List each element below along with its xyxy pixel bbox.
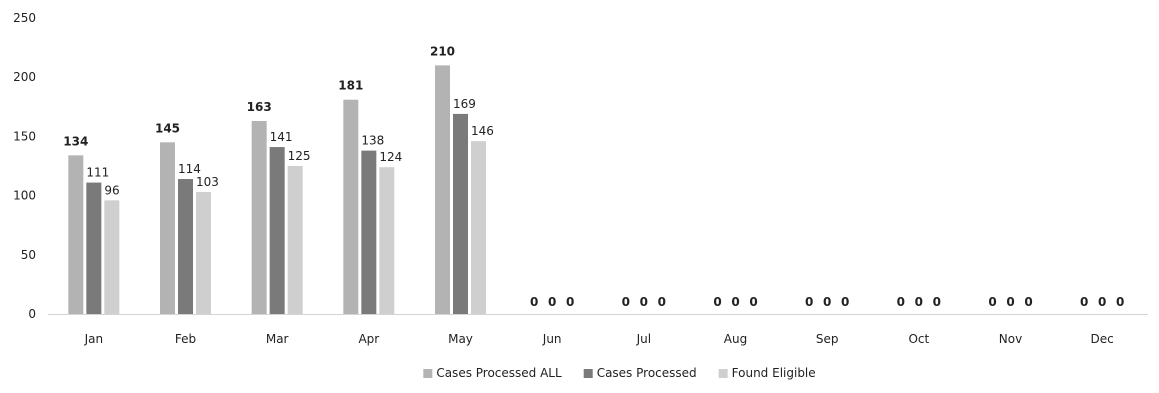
data-label: 210 <box>430 44 455 58</box>
data-label: 0 <box>1024 295 1032 309</box>
data-label: 0 <box>1116 295 1124 309</box>
data-label: 0 <box>658 295 666 309</box>
data-label: 0 <box>548 295 556 309</box>
data-label: 145 <box>155 121 180 135</box>
data-label: 138 <box>361 134 384 148</box>
legend-swatch <box>583 369 593 378</box>
data-label: 134 <box>63 134 88 148</box>
x-tick-label: Mar <box>266 332 289 346</box>
bar <box>86 182 102 314</box>
data-label: 146 <box>471 124 494 138</box>
bar <box>379 167 395 314</box>
bar <box>68 155 84 314</box>
x-tick-label: Feb <box>175 332 196 346</box>
x-tick-label: Sep <box>816 332 839 346</box>
bar <box>453 113 468 315</box>
y-tick-label: 0 <box>28 307 36 321</box>
data-label: 169 <box>453 97 476 111</box>
x-tick-label: Jan <box>84 332 104 346</box>
data-label: 0 <box>566 295 574 309</box>
bar <box>435 65 450 314</box>
y-tick-label: 100 <box>13 189 36 203</box>
legend-swatch <box>423 369 433 378</box>
bar <box>343 99 359 314</box>
x-tick-label: Jun <box>542 332 562 346</box>
bar <box>104 200 120 314</box>
data-label: 0 <box>988 295 996 309</box>
x-tick-label: Nov <box>999 332 1022 346</box>
y-tick-label: 150 <box>13 129 36 143</box>
data-label: 0 <box>713 295 721 309</box>
x-tick-label: Aug <box>724 332 747 346</box>
legend-label: Cases Processed <box>597 366 697 380</box>
data-label: 0 <box>805 295 813 309</box>
x-axis: Jan Feb Mar Apr May Jun Jul Aug Sep Oct Nov Dec <box>48 314 1148 346</box>
data-label: 141 <box>270 130 293 144</box>
x-tick-label: May <box>448 332 473 346</box>
x-tick-label: Apr <box>358 332 379 346</box>
data-label: 0 <box>915 295 923 309</box>
data-label: 124 <box>379 150 402 164</box>
x-tick-label: Oct <box>908 332 929 346</box>
data-label: 0 <box>841 295 849 309</box>
data-label: 0 <box>823 295 831 309</box>
data-label: 163 <box>247 100 272 114</box>
bar <box>196 192 211 314</box>
bar <box>471 141 486 314</box>
legend-label: Found Eligible <box>732 366 816 380</box>
bar <box>251 121 267 315</box>
x-tick-label: Jul <box>636 332 651 346</box>
y-tick-label: 250 <box>13 11 36 25</box>
bar <box>287 166 303 314</box>
x-tick-label: Dec <box>1091 332 1114 346</box>
data-label: 114 <box>178 162 201 176</box>
y-tick-label: 50 <box>21 248 36 262</box>
data-label: 0 <box>1098 295 1106 309</box>
data-label: 96 <box>104 183 119 197</box>
data-label: 0 <box>731 295 739 309</box>
data-label: 0 <box>897 295 905 309</box>
data-label: 0 <box>530 295 538 309</box>
data-label: 0 <box>933 295 941 309</box>
legend-label: Cases Processed ALL <box>436 366 562 380</box>
y-axis: 0 50 100 150 200 250 <box>13 11 36 321</box>
data-label: 0 <box>749 295 757 309</box>
data-label: 111 <box>86 166 109 180</box>
data-label: 0 <box>1006 295 1014 309</box>
data-label: 181 <box>338 79 363 93</box>
bar <box>178 179 193 314</box>
data-label: 125 <box>288 149 311 163</box>
bars <box>68 65 486 315</box>
legend-swatch <box>718 369 728 378</box>
bar <box>269 147 285 314</box>
data-label: 0 <box>622 295 630 309</box>
data-label: 103 <box>196 175 219 189</box>
legend: Cases Processed ALL Cases Processed Found … <box>423 366 816 380</box>
bar <box>160 142 175 314</box>
y-tick-label: 200 <box>13 70 36 84</box>
data-label: 0 <box>640 295 648 309</box>
bar <box>361 150 377 314</box>
data-label: 0 <box>1080 295 1088 309</box>
